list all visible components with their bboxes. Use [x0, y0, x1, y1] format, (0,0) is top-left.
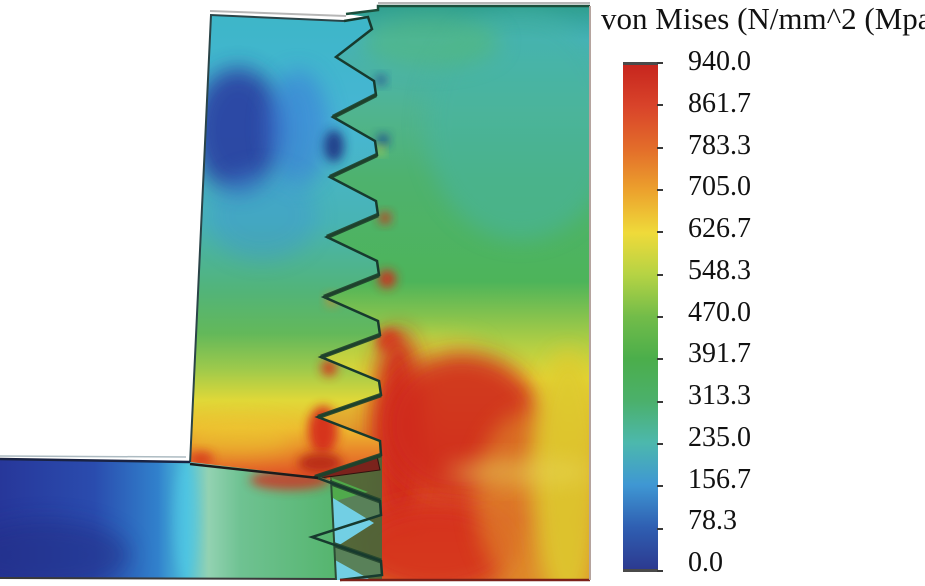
legend-tick — [657, 146, 663, 149]
pin-body-region — [189, 13, 381, 477]
legend-label: 313.3 — [688, 380, 751, 411]
legend-labels: 940.0 861.7 783.3 705.0 626.7 548.3 470.… — [688, 46, 798, 579]
legend-tick — [657, 527, 663, 530]
legend-label: 0.0 — [688, 547, 723, 578]
legend-tick — [657, 358, 663, 361]
legend-colorbar — [623, 62, 658, 572]
shoulder-contact-seam — [189, 462, 319, 480]
legend-tick — [657, 569, 663, 572]
shoulder-bar-region — [0, 457, 337, 581]
legend-title: von Mises (N/mm^2 (Mpa)) — [601, 1, 925, 36]
legend-tick — [657, 104, 663, 107]
legend-tick — [657, 315, 663, 318]
legend-tick — [657, 400, 663, 403]
legend-label: 705.0 — [688, 171, 751, 203]
legend-tick — [657, 62, 663, 64]
legend-label: 940.0 — [688, 46, 751, 77]
legend-label: 391.7 — [688, 338, 751, 370]
legend-tick — [657, 188, 663, 191]
legend-label: 548.3 — [688, 254, 751, 286]
box-outline — [340, 4, 591, 582]
legend-label: 626.7 — [688, 213, 751, 244]
legend-label: 470.0 — [688, 296, 751, 328]
legend-tick — [657, 273, 663, 276]
box-body-region — [312, 6, 590, 580]
legend-label: 78.3 — [688, 505, 737, 537]
undeformed-outline — [0, 2, 590, 458]
legend-tick — [657, 231, 663, 234]
stress-contour-plot — [0, 2, 591, 582]
legend-ticks — [657, 62, 664, 572]
legend-label: 156.7 — [688, 463, 751, 495]
legend-label: 861.7 — [688, 87, 751, 119]
legend-tick — [657, 485, 663, 488]
thread-interface-line — [189, 15, 384, 582]
legend-label: 783.3 — [688, 129, 751, 161]
legend-label: 235.0 — [688, 421, 751, 453]
legend-tick — [657, 442, 663, 445]
